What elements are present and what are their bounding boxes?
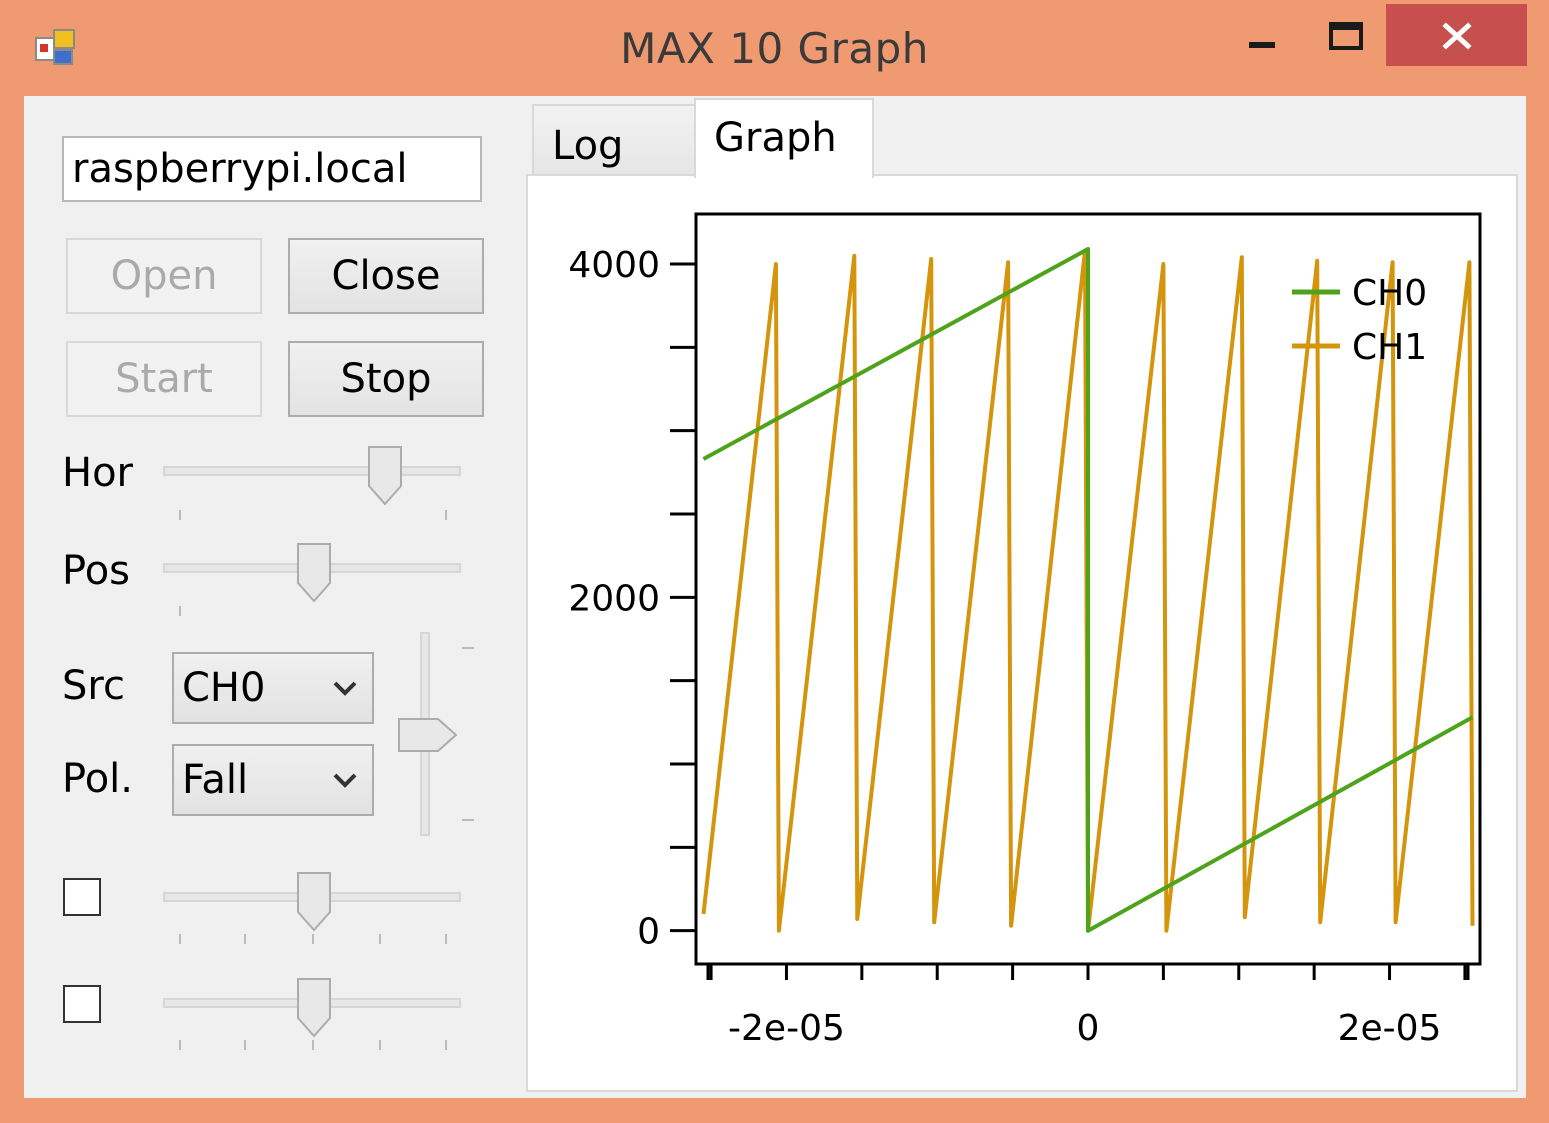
title-bar: MAX 10 Graph (0, 0, 1549, 96)
tab-graph[interactable]: Graph (694, 98, 874, 178)
window-title: MAX 10 Graph (620, 24, 929, 73)
slider-4-tick (379, 1040, 381, 1050)
y-tick-label: 4000 (568, 245, 660, 286)
x-tick-label: 2e-05 (1338, 1008, 1442, 1049)
slider-3-tick (379, 934, 381, 944)
level-slider-tick (462, 647, 474, 649)
level-slider-thumb[interactable] (398, 718, 460, 752)
checkbox-1[interactable] (63, 878, 101, 916)
slider-3-thumb[interactable] (297, 872, 331, 932)
slider-3-tick (445, 934, 447, 944)
host-input[interactable]: raspberrypi.local (62, 136, 482, 202)
start-button[interactable]: Start (66, 341, 262, 417)
slider-3-tick (312, 934, 314, 944)
src-select-value: CH0 (182, 665, 266, 711)
maximize-button[interactable] (1316, 4, 1376, 66)
pos-label: Pos (62, 548, 131, 594)
legend-label-ch0: CH0 (1352, 273, 1427, 314)
x-tick-label: -2e-05 (728, 1008, 845, 1049)
hor-slider-tick (179, 510, 181, 520)
slider-4-tick (445, 1040, 447, 1050)
pol-select[interactable]: Fall (172, 744, 374, 816)
chevron-down-icon (333, 773, 357, 788)
pos-slider-thumb[interactable] (297, 543, 331, 603)
pol-select-value: Fall (182, 757, 249, 803)
slider-4-thumb[interactable] (297, 978, 331, 1038)
checkbox-2[interactable] (63, 985, 101, 1023)
slider-4-tick (244, 1040, 246, 1050)
client-area: raspberrypi.local Open Close Start Stop … (24, 96, 1526, 1098)
graph-tab-page: 0 2000 4000 -2e-05 0 2e-05 CH0 CH1 (526, 174, 1518, 1092)
slider-3-tick (244, 934, 246, 944)
x-tick-label: 0 (1077, 1008, 1100, 1049)
close-window-button[interactable] (1386, 4, 1527, 66)
pol-label: Pol. (62, 756, 133, 802)
close-button[interactable]: Close (288, 238, 484, 314)
src-label: Src (62, 663, 125, 709)
open-button[interactable]: Open (66, 238, 262, 314)
level-slider-tick (462, 819, 474, 821)
hor-slider-track[interactable] (163, 466, 461, 476)
series-line-ch0 (702, 247, 1474, 933)
hor-slider-thumb[interactable] (368, 446, 402, 506)
slider-4-tick (179, 1040, 181, 1050)
chart: 0 2000 4000 -2e-05 0 2e-05 CH0 CH1 (568, 212, 1482, 1049)
src-select[interactable]: CH0 (172, 652, 374, 724)
chevron-down-icon (333, 681, 357, 696)
tab-log[interactable]: Log (532, 104, 696, 176)
pos-slider-tick (179, 606, 181, 616)
slider-3-tick (179, 934, 181, 944)
hor-slider-tick (445, 510, 447, 520)
slider-4-tick (312, 1040, 314, 1050)
minimize-button[interactable] (1232, 4, 1292, 66)
y-tick-label: 0 (637, 912, 660, 953)
app-icon (35, 29, 75, 65)
stop-button[interactable]: Stop (288, 341, 484, 417)
hor-label: Hor (62, 450, 133, 496)
y-tick-label: 2000 (568, 578, 660, 619)
legend-label-ch1: CH1 (1352, 327, 1427, 368)
